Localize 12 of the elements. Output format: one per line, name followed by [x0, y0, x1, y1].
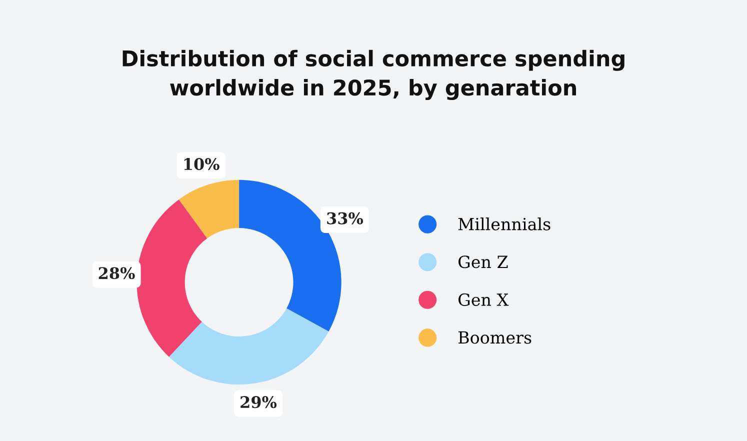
legend-label: Boomers — [458, 331, 532, 344]
data-label: 10% — [184, 158, 220, 170]
data-label: 28% — [98, 267, 135, 280]
data-label: 29% — [240, 396, 277, 408]
donut-slice — [136, 199, 208, 357]
legend-label: Millennials — [458, 217, 550, 230]
donut-slice — [178, 180, 240, 238]
chart-title: Distribution of social commerce spending worldwide in 2025, by genaration — [122, 50, 624, 100]
legend-label: Gen Z — [458, 256, 508, 268]
donut-slice — [169, 308, 329, 385]
legend-label: Gen X — [458, 293, 509, 306]
data-label: 33% — [327, 212, 364, 224]
